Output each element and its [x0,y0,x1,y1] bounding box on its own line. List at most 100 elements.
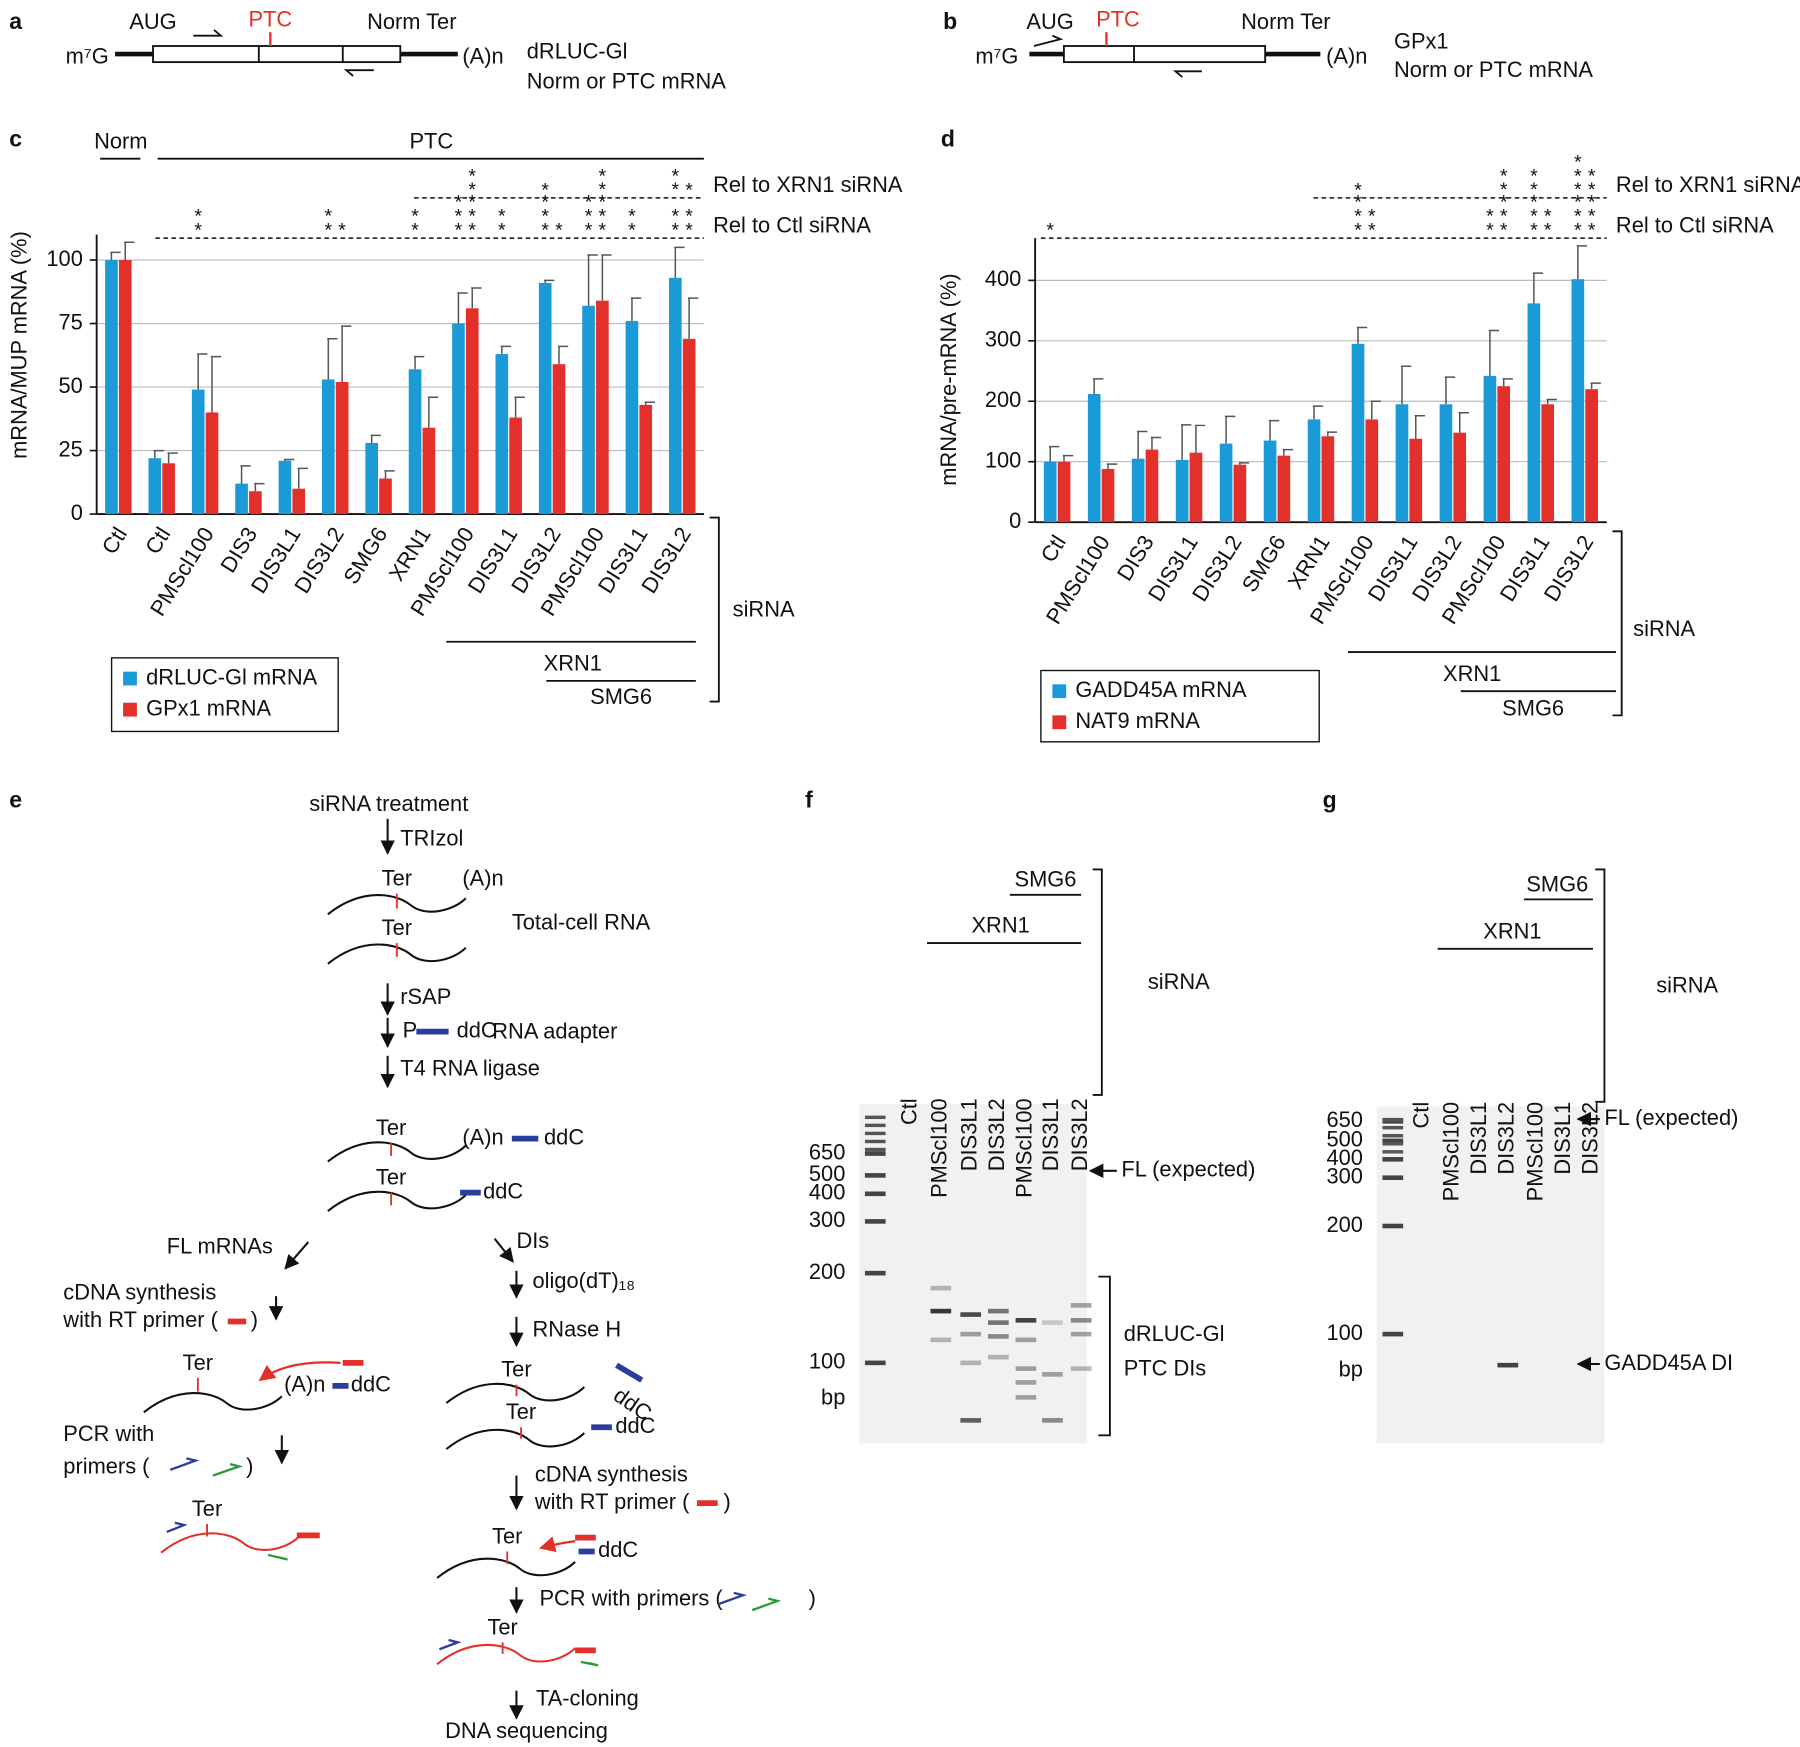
lane-label: PMScl100 [1522,1102,1547,1202]
group-label: SMG6 [1502,695,1564,720]
bar [1101,468,1115,523]
construct-desc: Norm or PTC mRNA [527,69,726,94]
workflow-text: cDNA synthesis [535,1461,688,1486]
error-bar [297,467,308,489]
significance-stars: ** [404,206,426,234]
primer-extension [258,1361,341,1382]
bar [1395,404,1409,523]
bar [148,458,162,515]
significance-stars: ** [461,165,483,193]
bar [1233,464,1247,523]
legend-swatch [1052,715,1067,730]
significance-stars: ** [1537,206,1559,234]
gel-annotation: FL (expected) [1604,1105,1738,1130]
workflow-text: (A)n [462,1124,503,1149]
significance-stars: * [548,220,570,234]
cap-label: m⁷G [975,43,1018,68]
error-bar [1532,272,1544,304]
panel-label: g [1323,787,1337,813]
workflow-text: DNA sequencing [445,1718,608,1743]
unit-label: bp [1339,1357,1363,1382]
rna-strand [143,1392,283,1414]
bar [1409,438,1423,523]
panel-a: a m⁷G AUG PTC Norm Ter (A)n dRLUC-Gl Nor… [9,6,726,93]
ladder-band [1382,1175,1404,1181]
bar [1277,455,1291,523]
bar [205,412,219,515]
workflow-text: Ter [492,1523,522,1548]
significance-stars: ** [621,206,643,234]
workflow-text: T4 RNA ligase [400,1055,540,1080]
bar [552,364,566,515]
primer-arrow [1033,34,1064,47]
significance-stars: *** [1523,192,1545,234]
sample-band [930,1285,952,1291]
group-label: XRN1 [971,913,1029,938]
error-bar [557,345,569,365]
ladder-band [864,1173,886,1178]
sample-band [1015,1337,1037,1343]
tail-label: (A)n [1326,43,1367,68]
error-bar [587,254,598,306]
rna-strand [327,1141,467,1163]
workflow-text: FL mRNAs [167,1234,273,1259]
rna-strand [327,894,467,916]
y-axis-label: mRNA/pre-mRNA (%) [936,273,961,485]
legend-label: GPx1 mRNA [146,695,271,720]
bar [278,460,292,515]
panel-label: a [9,8,22,34]
sample-band [960,1312,982,1317]
primer-arrow [343,69,374,77]
bar [1453,432,1467,523]
header-label: PTC [409,128,453,153]
y-tick-label: 0 [71,500,83,525]
workflow-text: ddC [483,1178,523,1203]
error-bar [544,279,555,283]
workflow-text: ) [251,1307,258,1332]
error-bar [514,396,525,418]
bar [1145,449,1159,523]
bar [292,488,306,515]
siRNA-bracket [709,516,720,703]
workflow-text: siRNA treatment [309,791,468,816]
ladder-band [1382,1223,1404,1229]
bar [408,369,422,515]
lane-label: DIS3L1 [956,1098,981,1171]
sample-band [1070,1331,1092,1337]
header-label: Norm [94,128,147,153]
ladder-band [864,1151,886,1156]
unit-label: bp [821,1384,845,1409]
error-bar [674,246,685,278]
significance-stars: *** [1347,192,1369,234]
bar [1131,458,1145,523]
panel-label: f [805,787,813,813]
ladder-band [864,1147,886,1152]
error-bar [1282,448,1294,456]
sample-band [960,1418,982,1423]
siRNA-bracket [1595,868,1606,1103]
ladder-band [864,1270,886,1276]
primer [580,1660,599,1667]
flow-arrow [284,1241,310,1270]
bar [162,463,175,515]
significance-stars: ** [317,206,339,234]
workflow-text: Ter [501,1357,531,1382]
workflow-text: (A)n [462,866,503,891]
stop-label: Norm Ter [1241,9,1330,34]
y-tick-label: 100 [985,447,1021,472]
significance-stars: ** [1581,165,1603,193]
legend-box [1040,669,1320,743]
y-tick-label: 200 [985,387,1021,412]
sample-band [987,1320,1009,1325]
ptc-label: PTC [1096,6,1140,31]
ptc-label: PTC [248,6,292,31]
y-axis-label: mRNA/MUP mRNA (%) [7,231,32,459]
construct-desc: Norm or PTC mRNA [1394,57,1593,82]
workflow-text: Ter [487,1614,517,1639]
x-tick-label: SMG6 [338,523,392,589]
start-label: AUG [1026,9,1073,34]
error-bar [167,452,178,464]
primer [438,1638,462,1651]
group-label: SMG6 [1015,867,1077,892]
ladder-label: 200 [809,1259,845,1284]
